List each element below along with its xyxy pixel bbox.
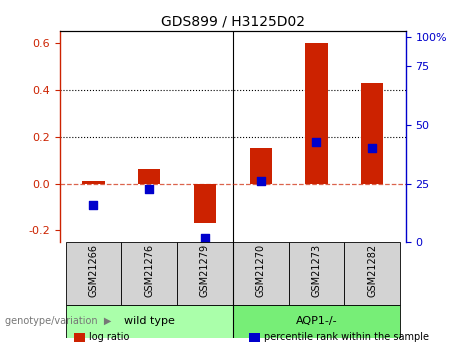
Bar [177, 242, 233, 305]
Bar [121, 242, 177, 305]
Bar [361, 83, 384, 184]
Text: genotype/variation  ▶: genotype/variation ▶ [5, 316, 111, 326]
Bar [249, 148, 272, 184]
Text: GSM21266: GSM21266 [89, 244, 98, 297]
Bar [289, 242, 344, 305]
Text: GSM21270: GSM21270 [256, 244, 266, 297]
Text: GSM21279: GSM21279 [200, 244, 210, 297]
Bar [233, 242, 289, 305]
Bar [233, 305, 400, 338]
Bar [65, 305, 233, 338]
Text: GSM21276: GSM21276 [144, 244, 154, 297]
Point [368, 145, 376, 150]
Point [146, 186, 153, 191]
Text: GSM21282: GSM21282 [367, 244, 377, 297]
Point [201, 235, 209, 241]
Bar [194, 184, 216, 223]
Point [90, 203, 97, 208]
Text: AQP1-/-: AQP1-/- [296, 316, 337, 326]
Bar [344, 242, 400, 305]
Bar [138, 169, 160, 184]
Bar [82, 181, 105, 184]
Text: log ratio: log ratio [89, 333, 129, 342]
Title: GDS899 / H3125D02: GDS899 / H3125D02 [161, 14, 305, 29]
Text: percentile rank within the sample: percentile rank within the sample [264, 333, 429, 342]
Bar [65, 242, 121, 305]
Bar [305, 43, 328, 184]
Text: GSM21273: GSM21273 [312, 244, 321, 297]
Text: wild type: wild type [124, 316, 175, 326]
Point [257, 178, 264, 183]
Point [313, 139, 320, 144]
